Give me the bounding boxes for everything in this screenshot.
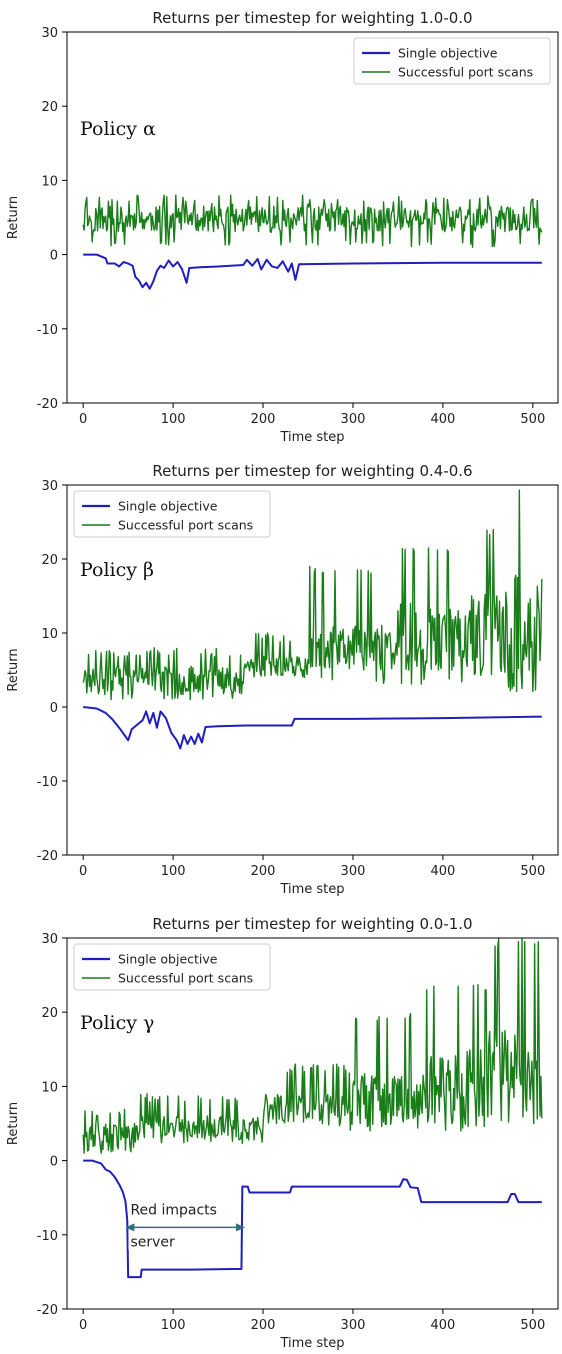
y-axis-label: Return <box>6 648 21 691</box>
y-tick-label: 30 <box>41 479 58 494</box>
x-tick-label: 500 <box>520 864 545 879</box>
x-tick-label: 100 <box>161 864 186 879</box>
chart-title: Returns per timestep for weighting 0.4-0… <box>152 462 472 480</box>
series-line-port-scans <box>82 938 543 1154</box>
chart-title: Returns per timestep for weighting 1.0-0… <box>152 9 472 27</box>
y-tick-label: 30 <box>41 932 58 947</box>
annotation-bg-2 <box>128 1231 189 1250</box>
y-tick-label: 10 <box>41 1080 58 1095</box>
policy-label: Policy α <box>80 118 156 140</box>
x-tick-label: 0 <box>79 412 87 427</box>
x-tick-label: 100 <box>161 1318 186 1333</box>
series-line-single-objective <box>83 1159 542 1279</box>
chart-panel-1: Returns per timestep for weighting 1.0-0… <box>6 9 559 445</box>
y-tick-label: -10 <box>37 775 58 790</box>
y-tick-label: 20 <box>41 553 58 568</box>
y-tick-label: -20 <box>37 397 58 412</box>
y-tick-label: 10 <box>41 174 58 189</box>
x-tick-label: 100 <box>161 412 186 427</box>
x-tick-label: 300 <box>341 864 366 879</box>
chart-panel-3: Returns per timestep for weighting 0.0-1… <box>6 915 559 1351</box>
y-axis-label: Return <box>6 196 21 239</box>
y-tick-label: -20 <box>37 1303 58 1318</box>
x-axis-label: Time step <box>279 430 344 445</box>
plot-frame <box>66 484 559 856</box>
x-tick-label: 400 <box>430 412 455 427</box>
legend-entry-single-objective: Single objective <box>398 46 498 61</box>
y-tick-label: 0 <box>50 249 58 264</box>
x-tick-label: 0 <box>79 1318 87 1333</box>
y-tick-label: -20 <box>37 849 58 864</box>
legend-box <box>353 37 551 85</box>
annotation-arrowhead-right <box>236 1223 246 1232</box>
x-tick-label: 0 <box>79 864 87 879</box>
x-tick-label: 300 <box>341 1318 366 1333</box>
y-tick-label: 20 <box>41 1006 58 1021</box>
annotation-text-line1: Red impacts <box>130 1202 217 1218</box>
x-tick-label: 500 <box>520 412 545 427</box>
x-tick-label: 200 <box>251 412 276 427</box>
legend-entry-port-scans: Successful port scans <box>118 518 253 533</box>
legend-entry-single-objective: Single objective <box>118 499 218 514</box>
legend-entry-port-scans: Successful port scans <box>398 65 533 80</box>
series-line-single-objective <box>83 706 542 750</box>
y-tick-label: -10 <box>37 323 58 338</box>
x-tick-label: 500 <box>520 1318 545 1333</box>
annotation-text-line2: server <box>130 1234 175 1250</box>
annotation-bg-1 <box>128 1199 229 1218</box>
policy-label: Policy γ <box>80 1012 154 1034</box>
policy-label: Policy β <box>80 559 154 581</box>
plot-frame <box>66 937 559 1310</box>
chart-panel-2: Returns per timestep for weighting 0.4-0… <box>6 462 559 897</box>
y-tick-label: 0 <box>50 701 58 716</box>
annotation-arrowhead-left <box>125 1223 135 1232</box>
legend-entry-single-objective: Single objective <box>118 952 218 967</box>
y-tick-label: 20 <box>41 100 58 115</box>
legend-entry-port-scans: Successful port scans <box>118 971 253 986</box>
legend-box <box>73 943 271 991</box>
series-line-port-scans <box>82 489 543 701</box>
series-line-port-scans <box>82 194 543 248</box>
series-line-single-objective <box>83 253 542 290</box>
x-axis-label: Time step <box>279 1336 344 1351</box>
y-axis-label: Return <box>6 1102 21 1145</box>
x-tick-label: 300 <box>341 412 366 427</box>
y-tick-label: 0 <box>50 1155 58 1170</box>
legend-box <box>73 490 271 538</box>
x-tick-label: 400 <box>430 864 455 879</box>
chart-title: Returns per timestep for weighting 0.0-1… <box>152 915 472 933</box>
y-tick-label: -10 <box>37 1229 58 1244</box>
y-tick-label: 10 <box>41 627 58 642</box>
plot-frame <box>66 31 559 404</box>
x-tick-label: 200 <box>251 864 276 879</box>
x-tick-label: 400 <box>430 1318 455 1333</box>
y-tick-label: 30 <box>41 26 58 41</box>
x-axis-label: Time step <box>279 882 344 897</box>
x-tick-label: 200 <box>251 1318 276 1333</box>
